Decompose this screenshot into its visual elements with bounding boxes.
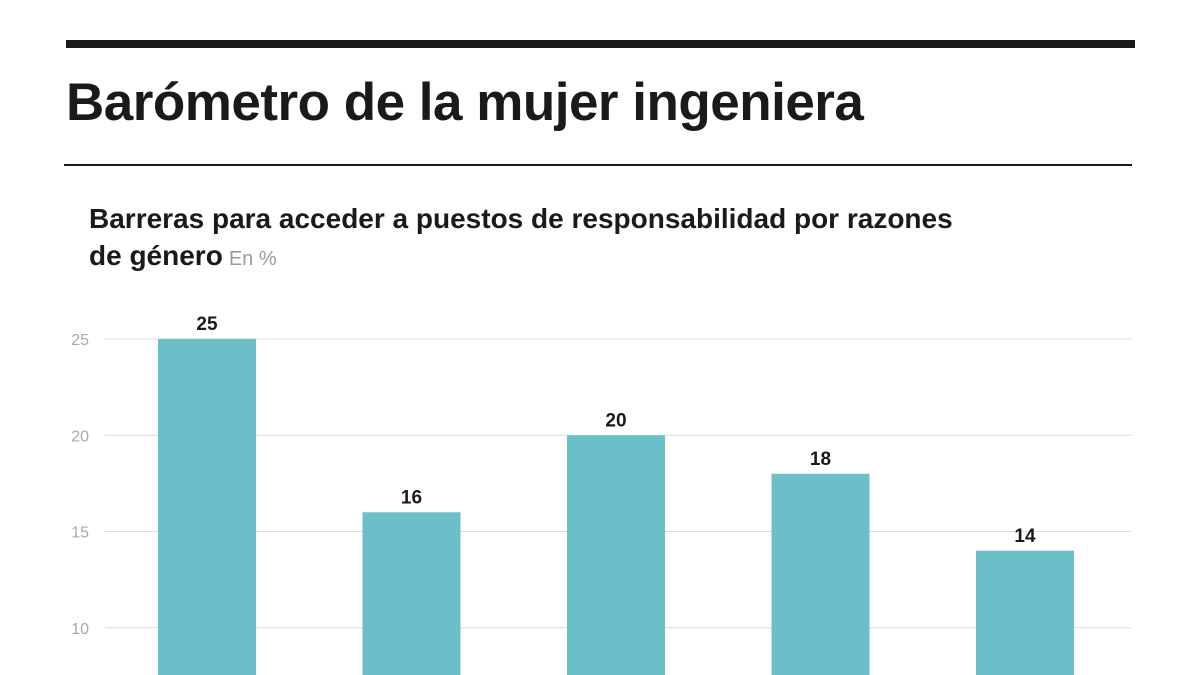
bar [158, 339, 256, 675]
bar-value-label: 16 [401, 487, 422, 508]
bar-value-label: 18 [810, 449, 831, 470]
top-rule [66, 40, 1135, 48]
bar [976, 550, 1074, 675]
chart-title: Barreras para acceder a puestos de respo… [89, 200, 989, 278]
bar [362, 512, 461, 675]
y-tick-label: 10 [71, 621, 89, 638]
chart-title-text: Barreras para acceder a puestos de respo… [89, 203, 953, 271]
bar [567, 435, 665, 675]
y-tick-label: 20 [71, 428, 89, 445]
bar [771, 473, 870, 675]
y-tick-label: 15 [71, 525, 89, 542]
bar-value-label: 25 [196, 314, 218, 335]
chart-unit: En % [228, 248, 277, 270]
y-tick-label: 25 [71, 332, 89, 349]
title-divider [64, 164, 1132, 166]
page-title: Barómetro de la mujer ingeniera [66, 73, 864, 132]
bar-value-label: 20 [605, 410, 626, 431]
bar-value-label: 14 [1014, 526, 1036, 547]
